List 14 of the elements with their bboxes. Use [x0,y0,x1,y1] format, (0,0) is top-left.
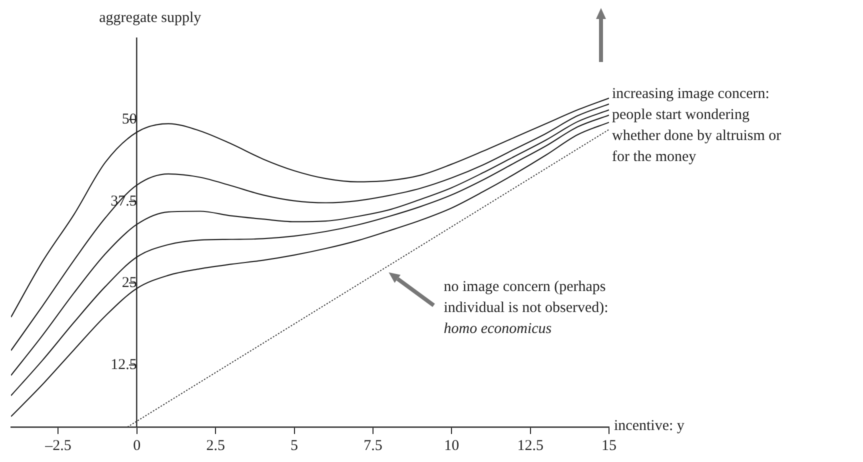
annotation: no image concern (perhaps individual is not observed): [444,278,608,318]
x-tick-label: 2.5 [206,438,225,454]
line-series [11,98,609,318]
x-tick-label: 15 [602,438,616,454]
x-tick-label: 10 [444,438,460,454]
x-tick-label: 12.5 [517,438,544,454]
text: increasing image concern: people start wondering whether done by altruism or for the money [612,85,782,167]
x-tick-label: 7.5 [364,438,382,454]
x-tick-label: –2.5 [44,438,72,454]
y-axis-title: aggregate supply [99,9,202,28]
annotation: homo economicus [444,320,552,340]
x-tick-label: 0 [133,438,141,454]
x-tick-label: 5 [290,438,298,454]
x-axis-title: incentive: y [614,417,684,436]
